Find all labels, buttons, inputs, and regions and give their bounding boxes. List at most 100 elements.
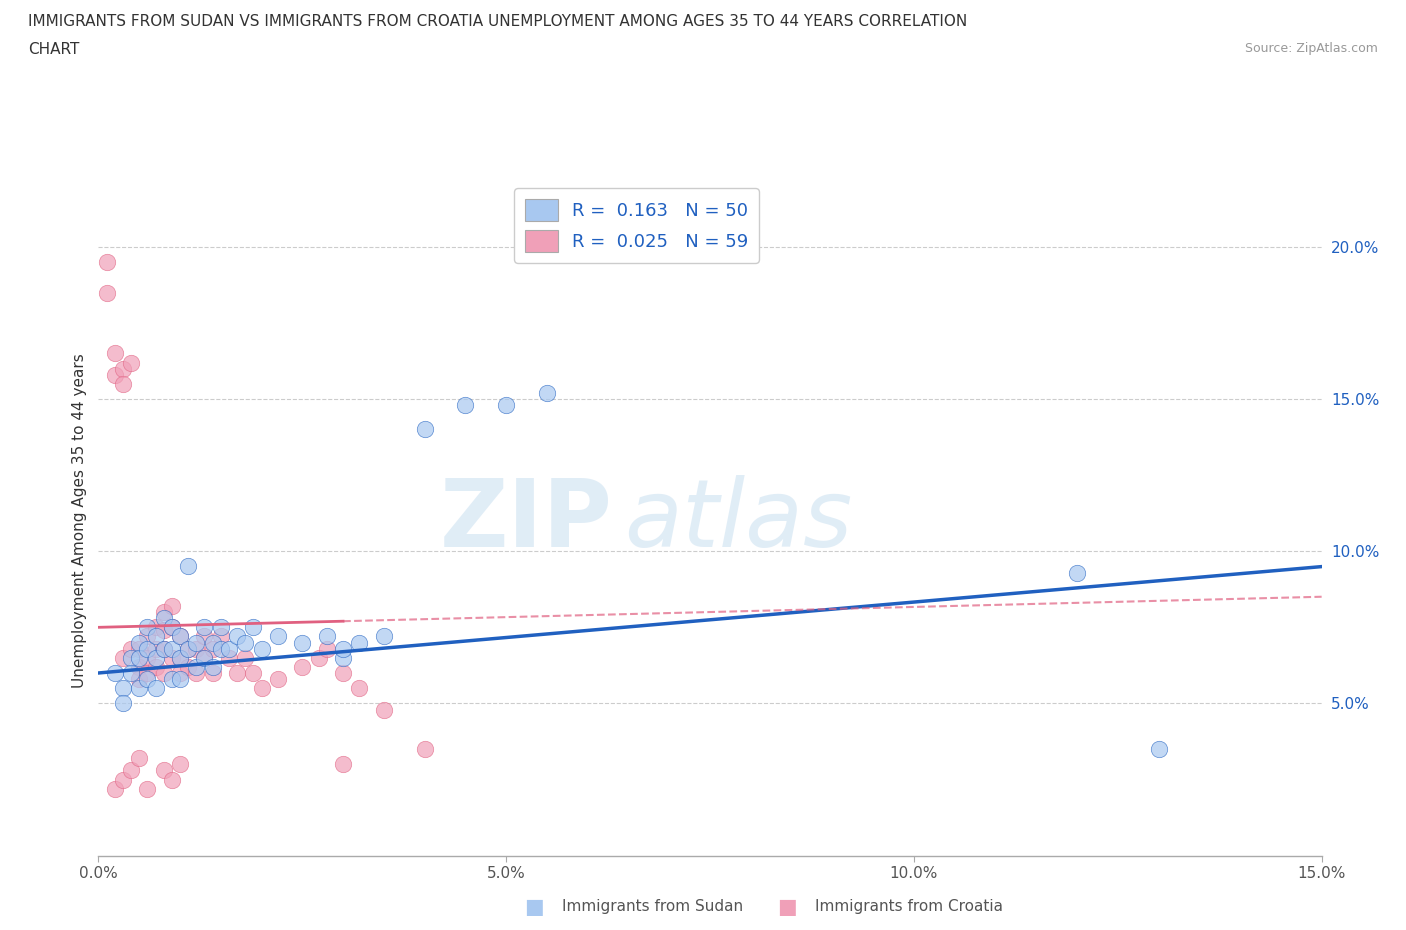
Point bbox=[104, 346, 127, 361]
Point bbox=[128, 751, 150, 765]
Point bbox=[250, 641, 273, 656]
Point bbox=[332, 757, 354, 772]
Text: IMMIGRANTS FROM SUDAN VS IMMIGRANTS FROM CROATIA UNEMPLOYMENT AMONG AGES 35 TO 4: IMMIGRANTS FROM SUDAN VS IMMIGRANTS FROM… bbox=[28, 14, 967, 29]
Point bbox=[145, 659, 167, 674]
Point bbox=[373, 702, 395, 717]
Point bbox=[152, 611, 174, 626]
Point bbox=[454, 398, 477, 413]
Point bbox=[111, 696, 134, 711]
Text: Immigrants from Croatia: Immigrants from Croatia bbox=[815, 899, 1004, 914]
Point bbox=[160, 641, 183, 656]
Point bbox=[104, 666, 127, 681]
Point bbox=[136, 671, 159, 686]
Point bbox=[315, 641, 337, 656]
Point bbox=[145, 629, 167, 644]
Point bbox=[291, 659, 314, 674]
Point bbox=[209, 620, 232, 635]
Point bbox=[413, 741, 436, 756]
Point bbox=[233, 650, 256, 665]
Point bbox=[111, 772, 134, 787]
Point bbox=[1147, 741, 1170, 756]
Point bbox=[201, 635, 224, 650]
Point bbox=[308, 650, 330, 665]
Point bbox=[111, 377, 134, 392]
Point bbox=[315, 629, 337, 644]
Point bbox=[136, 629, 159, 644]
Point bbox=[169, 757, 191, 772]
Point bbox=[120, 763, 142, 777]
Point bbox=[128, 659, 150, 674]
Point bbox=[136, 641, 159, 656]
Point bbox=[128, 681, 150, 696]
Point bbox=[332, 650, 354, 665]
Point bbox=[152, 623, 174, 638]
Point bbox=[332, 641, 354, 656]
Point bbox=[169, 650, 191, 665]
Text: Immigrants from Sudan: Immigrants from Sudan bbox=[562, 899, 744, 914]
Point bbox=[1066, 565, 1088, 580]
Point bbox=[128, 641, 150, 656]
Point bbox=[160, 620, 183, 635]
Point bbox=[186, 635, 208, 650]
Point bbox=[536, 386, 558, 401]
Point bbox=[169, 629, 191, 644]
Point bbox=[169, 650, 191, 665]
Point bbox=[177, 559, 200, 574]
Point bbox=[349, 635, 371, 650]
Point bbox=[96, 255, 118, 270]
Text: ■: ■ bbox=[524, 897, 544, 917]
Point bbox=[226, 629, 249, 644]
Point bbox=[201, 659, 224, 674]
Point bbox=[128, 650, 150, 665]
Point bbox=[201, 666, 224, 681]
Text: ZIP: ZIP bbox=[439, 475, 612, 566]
Point bbox=[145, 681, 167, 696]
Point bbox=[160, 671, 183, 686]
Point bbox=[145, 641, 167, 656]
Legend: R =  0.163   N = 50, R =  0.025   N = 59: R = 0.163 N = 50, R = 0.025 N = 59 bbox=[515, 189, 759, 263]
Point bbox=[209, 641, 232, 656]
Point bbox=[152, 641, 174, 656]
Point bbox=[193, 620, 215, 635]
Point bbox=[250, 681, 273, 696]
Point bbox=[495, 398, 517, 413]
Point bbox=[186, 666, 208, 681]
Point bbox=[111, 681, 134, 696]
Point bbox=[96, 286, 118, 300]
Point bbox=[136, 650, 159, 665]
Y-axis label: Unemployment Among Ages 35 to 44 years: Unemployment Among Ages 35 to 44 years bbox=[72, 353, 87, 688]
Point bbox=[349, 681, 371, 696]
Point bbox=[152, 641, 174, 656]
Point bbox=[177, 659, 200, 674]
Point bbox=[169, 629, 191, 644]
Point bbox=[145, 620, 167, 635]
Point bbox=[186, 659, 208, 674]
Point bbox=[242, 666, 264, 681]
Point bbox=[332, 666, 354, 681]
Point bbox=[136, 620, 159, 635]
Point bbox=[201, 641, 224, 656]
Point bbox=[160, 599, 183, 614]
Point bbox=[152, 763, 174, 777]
Point bbox=[169, 666, 191, 681]
Point bbox=[373, 629, 395, 644]
Point bbox=[291, 635, 314, 650]
Point bbox=[267, 629, 290, 644]
Point bbox=[186, 641, 208, 656]
Point bbox=[218, 641, 240, 656]
Point bbox=[145, 650, 167, 665]
Point bbox=[218, 650, 240, 665]
Text: CHART: CHART bbox=[28, 42, 80, 57]
Point bbox=[136, 666, 159, 681]
Point bbox=[128, 635, 150, 650]
Point bbox=[104, 367, 127, 382]
Point bbox=[169, 671, 191, 686]
Point bbox=[160, 772, 183, 787]
Point bbox=[160, 620, 183, 635]
Point bbox=[152, 604, 174, 619]
Point bbox=[136, 781, 159, 796]
Point bbox=[177, 641, 200, 656]
Point bbox=[104, 781, 127, 796]
Point bbox=[242, 620, 264, 635]
Point bbox=[160, 650, 183, 665]
